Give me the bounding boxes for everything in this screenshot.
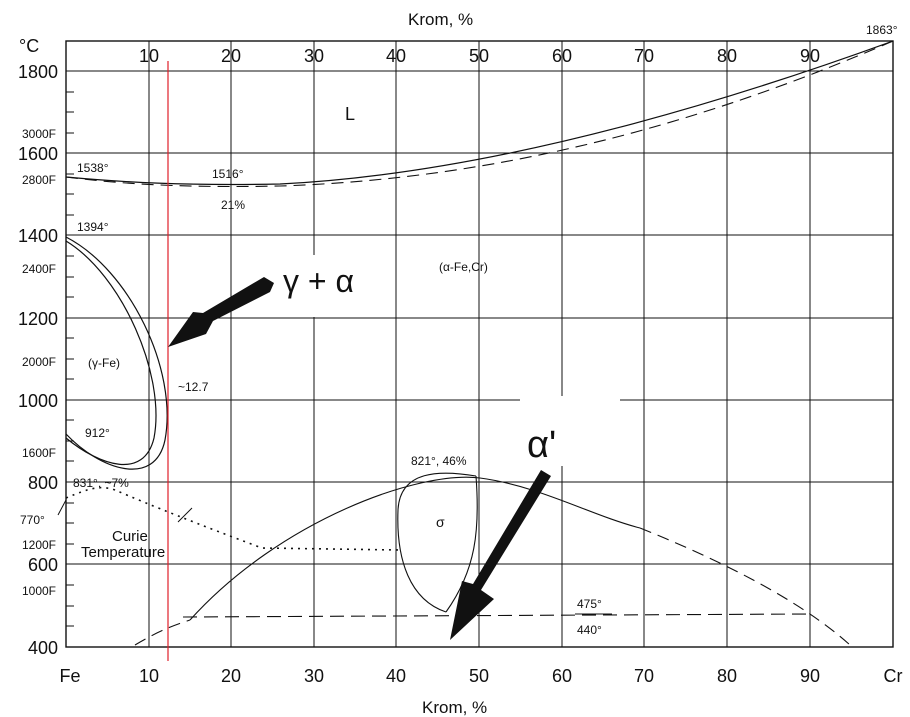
fahrenheit-tick: 2000F [22, 355, 56, 369]
bottom-tick: 50 [469, 666, 489, 686]
celsius-tick: 1200 [18, 309, 58, 329]
bottom-tick: 60 [552, 666, 572, 686]
marker-770-arrow [57, 499, 67, 516]
vertical-gridlines [148, 41, 811, 647]
fahrenheit-tick-labels: 3000F 2800F 2400F 2000F 1600F 1200F 1000… [22, 127, 56, 598]
celsius-tick: 800 [28, 473, 58, 493]
temp-1538-label: 1538° [77, 161, 109, 175]
bottom-tick: Fe [59, 666, 80, 686]
sigma-loop-right [445, 475, 478, 613]
sigma-dome-dashed-right [639, 527, 851, 646]
sigma-dome-solid [189, 476, 641, 621]
fahrenheit-tick: 1200F [22, 538, 56, 552]
top-tick: 30 [304, 46, 324, 66]
celsius-tick: 1800 [18, 62, 58, 82]
celsius-tick: 1000 [18, 391, 58, 411]
bottom-tick: 90 [800, 666, 820, 686]
solidus-curve [65, 40, 894, 188]
top-tick: 60 [552, 46, 572, 66]
celsius-tick-labels: 1800 1600 1400 1200 1000 800 600 400 [18, 62, 58, 658]
diagram-labels: L 1863° 1538° 1516° 21% 1394° (α-Fe,Cr) … [20, 23, 898, 637]
celsius-tick: 1400 [18, 226, 58, 246]
top-tick: 80 [717, 46, 737, 66]
top-tick: 20 [221, 46, 241, 66]
temp-1516-label: 1516° [212, 167, 244, 181]
bottom-tick: 80 [717, 666, 737, 686]
gap-alpha-prime [520, 396, 620, 466]
bottom-tick: 10 [139, 666, 159, 686]
bottom-tick: 20 [221, 666, 241, 686]
temp-912-label: 912° [85, 426, 110, 440]
curie-label-line1: Curie [112, 528, 148, 545]
left-tick-marks [66, 91, 74, 627]
gamma-alpha-arrow [168, 277, 274, 347]
alpha-prime-arrow [450, 470, 551, 640]
liquid-label: L [345, 104, 355, 124]
curie-label-arrow [177, 507, 193, 523]
top-tick: 40 [386, 46, 406, 66]
bottom-tick: 70 [634, 666, 654, 686]
alpha-prime-annotation: α' [527, 424, 556, 466]
gap-gamma-alpha [275, 255, 385, 317]
bottom-tick: 40 [386, 666, 406, 686]
fahrenheit-tick: 3000F [22, 127, 56, 141]
temp-770-label: 770° [20, 513, 45, 527]
curie-label-line2: Temperature [81, 544, 165, 561]
gamma-loop-outer [65, 236, 168, 470]
temp-1394-label: 1394° [77, 220, 109, 234]
gamma-loop-inner [65, 240, 157, 465]
sigma-loop-left [397, 472, 477, 613]
celsius-unit-label: °C [19, 36, 39, 56]
top-tick: 70 [634, 46, 654, 66]
fahrenheit-tick: 2400F [22, 262, 56, 276]
pct-21-label: 21% [221, 198, 245, 212]
fahrenheit-tick: 1000F [22, 584, 56, 598]
alpha-phase-label: (α-Fe,Cr) [439, 260, 488, 274]
gamma-phase-label: (γ-Fe) [88, 356, 120, 370]
celsius-tick: 400 [28, 638, 58, 658]
bottom-tick: 30 [304, 666, 324, 686]
gamma-alpha-annotation: γ + α [283, 263, 354, 299]
temp-821-label: 821°, 46% [411, 454, 467, 468]
celsius-tick: 1600 [18, 144, 58, 164]
celsius-tick: 600 [28, 555, 58, 575]
miscibility-line [182, 613, 811, 618]
approx-12-7-label: ~12.7 [178, 380, 209, 394]
top-tick-labels: 10 20 30 40 50 60 70 80 90 [139, 46, 820, 66]
temp-475-label: 475° [577, 597, 602, 611]
top-axis-title: Krom, % [408, 10, 473, 29]
temp-1863-label: 1863° [866, 23, 898, 37]
temp-831-label: 831°, ~7% [73, 476, 129, 490]
top-tick: 50 [469, 46, 489, 66]
sigma-label: σ [436, 514, 445, 530]
temp-440-label: 440° [577, 623, 602, 637]
sigma-dome-dashed-left [134, 619, 191, 646]
liquidus-curve [65, 40, 894, 186]
top-tick: 90 [800, 46, 820, 66]
bottom-tick: Cr [884, 666, 903, 686]
fahrenheit-tick: 1600F [22, 446, 56, 460]
bottom-axis-title: Krom, % [422, 698, 487, 717]
fahrenheit-tick: 2800F [22, 173, 56, 187]
bottom-tick-labels: Fe 10 20 30 40 50 60 70 80 90 Cr [59, 666, 902, 686]
top-tick: 10 [139, 46, 159, 66]
